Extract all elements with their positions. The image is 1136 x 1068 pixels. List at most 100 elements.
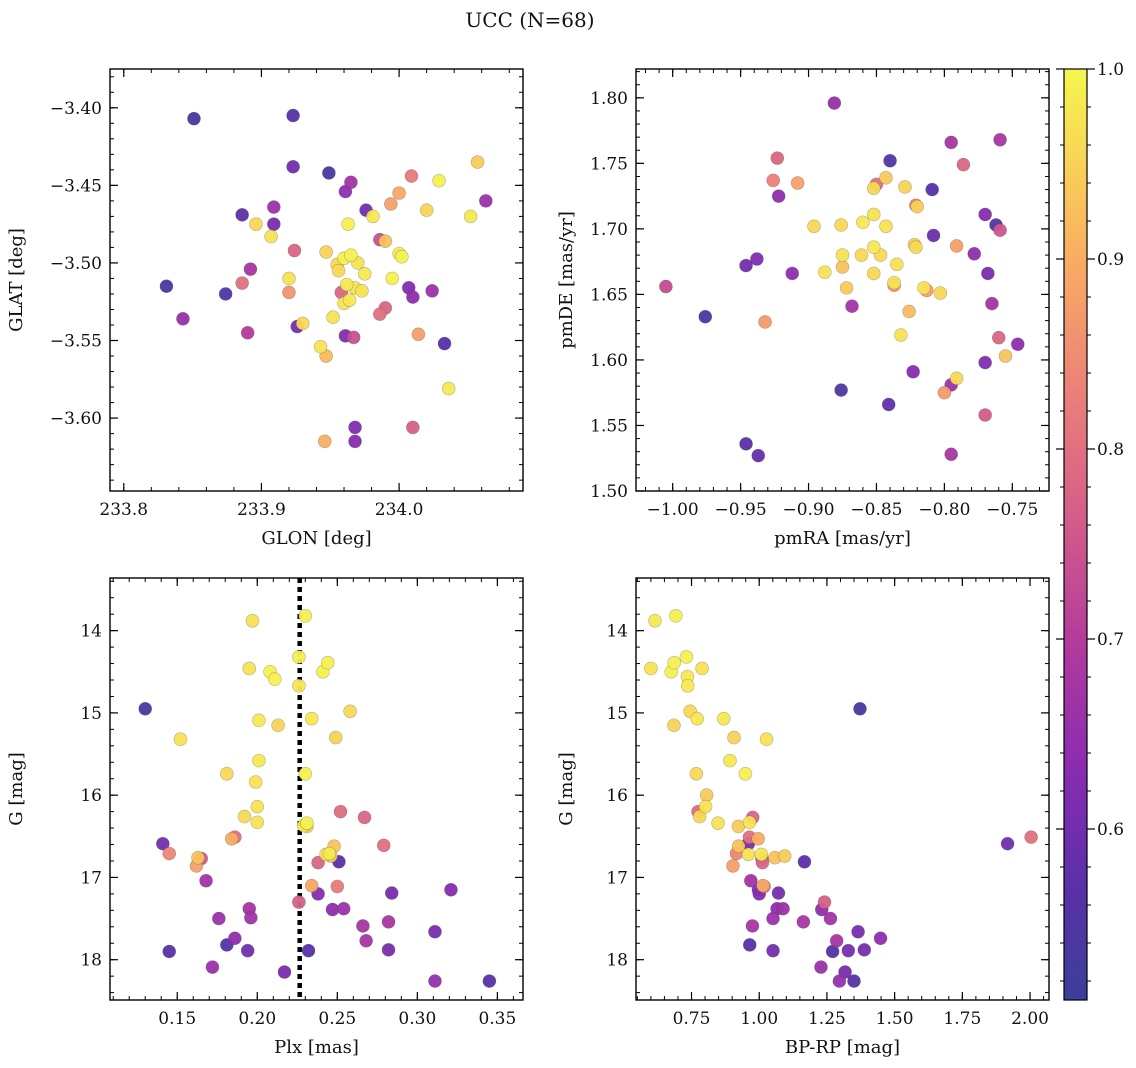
colorbar-tick-label: 1.0 xyxy=(1097,60,1124,80)
data-point xyxy=(978,207,992,222)
data-point xyxy=(917,281,931,295)
data-point xyxy=(243,262,258,276)
data-point xyxy=(723,753,737,768)
x-tick-label: 234.0 xyxy=(375,500,424,520)
data-point xyxy=(326,310,340,325)
data-point xyxy=(244,910,258,925)
data-point xyxy=(271,718,285,733)
data-point xyxy=(479,194,493,208)
y-tick-label: −3.55 xyxy=(50,332,102,352)
x-axis-label: Plx [mas] xyxy=(274,1037,359,1058)
x-tick-label: 0.35 xyxy=(478,1009,516,1029)
data-point xyxy=(690,711,705,726)
data-point xyxy=(366,209,380,224)
data-point xyxy=(240,325,255,340)
data-point xyxy=(644,661,658,676)
glon-glat-y-axis: −3.40 −3.45 −3.50 −3.55 −3.60 GLAT [deg] xyxy=(6,76,523,481)
y-tick-label: 18 xyxy=(606,951,628,971)
data-point xyxy=(835,248,850,262)
colorbar-tick-label: 0.9 xyxy=(1097,250,1124,270)
y-axis-label: G [mag] xyxy=(6,752,27,825)
data-point xyxy=(981,266,995,281)
x-tick-label: 0.20 xyxy=(238,1009,276,1029)
y-tick-label: 1.75 xyxy=(590,154,628,174)
data-point xyxy=(894,328,908,342)
data-point xyxy=(933,286,948,300)
data-point xyxy=(827,96,842,110)
data-point xyxy=(404,169,419,183)
data-point xyxy=(277,965,292,979)
x-tick-label: 0.75 xyxy=(673,1009,711,1029)
data-point xyxy=(751,831,765,846)
data-point xyxy=(268,672,282,686)
data-point xyxy=(378,234,393,249)
data-point xyxy=(344,248,358,262)
data-point xyxy=(741,847,756,862)
data-point xyxy=(751,448,766,463)
data-point xyxy=(1024,830,1038,844)
data-point xyxy=(381,915,396,929)
data-point xyxy=(249,217,263,231)
data-point xyxy=(173,732,188,747)
data-point xyxy=(680,678,695,693)
plx-g-points xyxy=(138,578,497,1000)
x-tick-label: −0.85 xyxy=(850,500,902,520)
data-point xyxy=(392,186,406,200)
y-axis-label: GLAT [deg] xyxy=(6,228,27,332)
data-point xyxy=(766,173,781,188)
data-point xyxy=(750,252,764,266)
data-point xyxy=(739,437,753,451)
data-point xyxy=(925,182,939,197)
data-point xyxy=(282,271,296,286)
data-point xyxy=(384,197,398,211)
data-point xyxy=(292,650,306,664)
data-point xyxy=(344,175,358,190)
data-point xyxy=(311,855,325,870)
pmra-pmde-points xyxy=(659,96,1025,463)
data-point xyxy=(205,960,220,974)
data-point xyxy=(419,203,434,217)
data-point xyxy=(250,815,265,830)
data-point xyxy=(373,307,387,321)
data-point xyxy=(357,810,372,825)
data-point xyxy=(887,275,901,290)
x-tick-label: 0.25 xyxy=(318,1009,356,1029)
data-point xyxy=(790,176,805,190)
data-point xyxy=(698,309,713,324)
data-point xyxy=(437,336,452,351)
x-axis-label: GLON [deg] xyxy=(261,528,371,549)
data-point xyxy=(235,276,249,290)
data-point xyxy=(667,655,681,670)
data-point xyxy=(731,839,746,853)
data-point xyxy=(176,311,190,326)
data-point xyxy=(282,285,296,300)
plx-g-panel: 0.15 0.20 0.25 0.30 0.35 Plx [mas] 14 15 16 17 18 G… xyxy=(6,577,524,1058)
data-point xyxy=(866,181,881,196)
data-point xyxy=(348,434,362,449)
data-point xyxy=(292,678,306,693)
data-point xyxy=(766,911,780,926)
x-tick-label: 233.8 xyxy=(99,500,148,520)
data-point xyxy=(199,873,213,888)
data-point xyxy=(218,287,233,301)
data-point xyxy=(998,349,1013,363)
data-point xyxy=(240,943,255,958)
data-point xyxy=(237,809,252,824)
y-axis-label: G [mag] xyxy=(556,752,577,825)
data-point xyxy=(156,836,170,851)
colorbar: 1.0 0.9 0.8 0.7 0.6 xyxy=(1056,60,1124,1001)
y-tick-label: 1.55 xyxy=(590,416,628,436)
y-tick-label: 17 xyxy=(606,868,628,888)
data-point xyxy=(829,933,844,948)
data-point xyxy=(428,974,442,988)
x-tick-label: 1.25 xyxy=(808,1009,846,1029)
x-tick-label: 1.50 xyxy=(876,1009,914,1029)
data-point xyxy=(759,732,774,747)
data-point xyxy=(766,943,780,958)
data-point xyxy=(814,960,828,974)
data-point xyxy=(817,895,832,909)
y-tick-label: −3.45 xyxy=(50,176,102,196)
data-point xyxy=(298,766,313,781)
data-point xyxy=(902,304,916,319)
